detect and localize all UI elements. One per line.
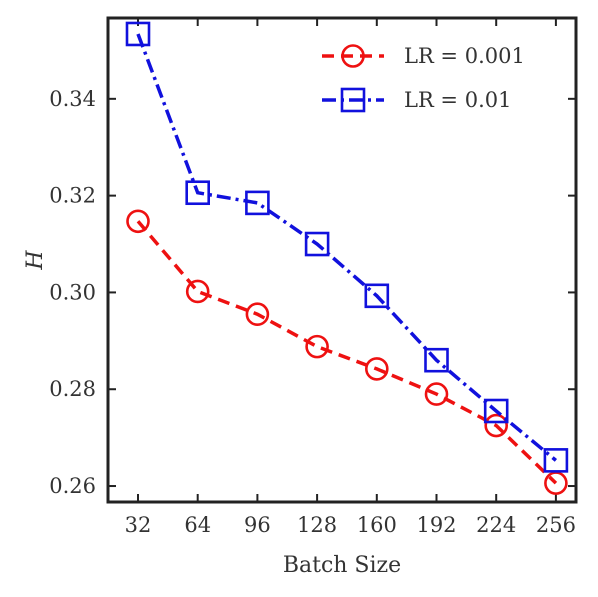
y-axis-label: H <box>23 250 48 271</box>
data-point-marker <box>424 382 449 406</box>
y-tick-label: 0.34 <box>49 87 96 111</box>
legend-label: LR = 0.01 <box>404 88 511 112</box>
series-layer <box>125 21 569 495</box>
data-point-marker <box>304 231 330 257</box>
plot-frame <box>106 16 578 504</box>
x-tick-label: 64 <box>184 513 211 537</box>
series-line <box>136 220 558 485</box>
data-point-marker <box>125 21 151 47</box>
y-tick-label: 0.26 <box>49 474 96 498</box>
x-tick-label: 224 <box>476 513 516 537</box>
data-point-marker <box>364 357 389 381</box>
x-tick-label: 192 <box>416 513 456 537</box>
data-point-marker <box>185 279 210 304</box>
data-point-marker <box>245 190 270 216</box>
legend: LR = 0.001 LR = 0.01 <box>322 44 525 113</box>
legend-marker <box>341 44 365 68</box>
series-lr-0.001 <box>126 209 568 495</box>
x-tick-label: 96 <box>244 513 271 537</box>
data-point-marker <box>305 334 329 359</box>
y-axis-ticks: 0.26 0.28 0.30 0.32 0.34 <box>49 87 576 498</box>
data-point-marker <box>543 448 569 473</box>
y-tick-label: 0.32 <box>49 184 96 208</box>
series-lr-0.01 <box>125 21 569 473</box>
data-point-marker <box>245 302 270 327</box>
y-tick-label: 0.28 <box>49 377 96 401</box>
x-tick-label: 256 <box>536 513 576 537</box>
data-point-marker <box>364 283 390 309</box>
data-point-marker <box>185 180 210 206</box>
data-point-marker <box>483 398 509 424</box>
legend-label: LR = 0.001 <box>404 44 525 68</box>
legend-marker <box>340 87 366 113</box>
x-tick-label: 160 <box>357 513 397 537</box>
data-point-marker <box>484 413 509 438</box>
data-point-marker <box>126 209 150 234</box>
x-axis-label: Batch Size <box>283 553 401 578</box>
x-tick-label: 32 <box>125 513 152 537</box>
x-tick-label: 128 <box>297 513 337 537</box>
y-tick-label: 0.30 <box>49 280 96 304</box>
data-point-marker <box>424 347 449 373</box>
x-axis-ticks: 32 64 96 128 160 192 224 256 <box>125 18 576 537</box>
